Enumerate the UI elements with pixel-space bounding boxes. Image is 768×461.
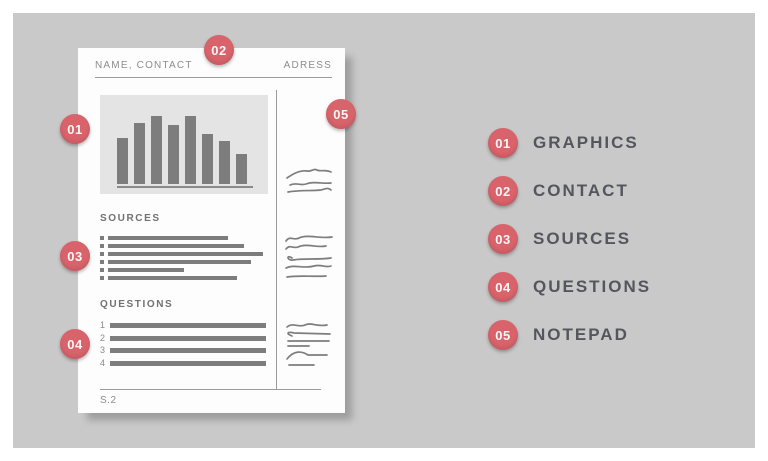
chart-baseline — [117, 186, 253, 188]
notepad-scribble-middle — [285, 235, 333, 278]
column-divider — [276, 90, 277, 389]
worksheet-page: NAME, CONTACT ADRESS SOURCES QUESTIONS 1… — [78, 48, 345, 413]
source-row — [100, 252, 263, 256]
questions-label: QUESTIONS — [100, 299, 174, 310]
question-text-bar — [110, 348, 266, 354]
chart-bar — [236, 154, 247, 184]
source-row — [100, 244, 263, 248]
question-text-bar — [110, 361, 266, 367]
sources-label: SOURCES — [100, 213, 161, 224]
bullet-square-icon — [100, 268, 104, 272]
legend-row-contact: 02 CONTACT — [488, 176, 651, 206]
notepad-scribble-top — [286, 168, 332, 193]
legend-row-sources: 03 SOURCES — [488, 224, 651, 254]
source-text-bar — [108, 276, 237, 280]
chart-bar — [168, 125, 179, 184]
bar-chart — [100, 95, 268, 194]
legend-row-notepad: 05 NOTEPAD — [488, 320, 651, 350]
chart-bar — [134, 123, 145, 184]
source-row — [100, 276, 263, 280]
page-header: NAME, CONTACT ADRESS — [95, 60, 332, 71]
legend: 01 GRAPHICS 02 CONTACT 03 SOURCES 04 QUESTIONS 0… — [488, 128, 651, 368]
legend-label: CONTACT — [533, 181, 629, 200]
legend-row-graphics: 01 GRAPHICS — [488, 128, 651, 158]
callout-badge-questions: 04 — [60, 329, 90, 359]
source-text-bar — [108, 236, 228, 240]
legend-label: SOURCES — [533, 229, 632, 248]
legend-badge: 05 — [488, 320, 518, 350]
notepad-scribble-bottom — [286, 323, 331, 366]
source-row — [100, 260, 263, 264]
legend-label: NOTEPAD — [533, 325, 629, 344]
questions-list: 1 2 3 4 — [100, 320, 266, 369]
legend-badge: 01 — [488, 128, 518, 158]
legend-badge: 03 — [488, 224, 518, 254]
chart-bars — [117, 116, 247, 184]
legend-badge: 04 — [488, 272, 518, 302]
legend-label: GRAPHICS — [533, 133, 639, 152]
source-text-bar — [108, 260, 251, 264]
question-text-bar — [110, 335, 266, 341]
legend-row-questions: 04 QUESTIONS — [488, 272, 651, 302]
source-row — [100, 268, 263, 272]
chart-bar — [219, 141, 230, 184]
question-row: 3 — [100, 345, 266, 356]
page-number: S.2 — [100, 395, 117, 406]
questions-section: QUESTIONS 1 2 3 4 — [100, 299, 266, 374]
chart-bar — [151, 116, 162, 184]
question-text-bar — [110, 323, 266, 328]
source-text-bar — [108, 244, 244, 248]
callout-badge-notepad: 05 — [326, 99, 356, 129]
source-text-bar — [108, 252, 263, 256]
bullet-square-icon — [100, 276, 104, 280]
question-row: 4 — [100, 358, 266, 369]
bullet-square-icon — [100, 260, 104, 264]
footer-rule — [100, 389, 321, 390]
callout-badge-contact: 02 — [204, 35, 234, 65]
question-number: 4 — [100, 358, 106, 369]
header-rule — [95, 77, 332, 78]
header-name-contact: NAME, CONTACT — [95, 60, 193, 71]
callout-badge-sources: 03 — [60, 241, 90, 271]
question-row: 2 — [100, 332, 266, 343]
bullet-square-icon — [100, 252, 104, 256]
header-adress: ADRESS — [283, 60, 332, 71]
callout-badge-graphics: 01 — [60, 114, 90, 144]
sources-list — [100, 236, 263, 280]
chart-bar — [117, 138, 128, 184]
question-row: 1 — [100, 320, 266, 330]
source-text-bar — [108, 268, 184, 272]
chart-bar — [202, 134, 213, 184]
question-number: 2 — [100, 332, 106, 343]
question-number: 3 — [100, 345, 106, 356]
source-row — [100, 236, 263, 240]
legend-badge: 02 — [488, 176, 518, 206]
sources-section: SOURCES — [100, 213, 263, 284]
bullet-square-icon — [100, 244, 104, 248]
legend-label: QUESTIONS — [533, 277, 652, 296]
question-number: 1 — [100, 320, 106, 330]
chart-bar — [185, 116, 196, 184]
bullet-square-icon — [100, 236, 104, 240]
